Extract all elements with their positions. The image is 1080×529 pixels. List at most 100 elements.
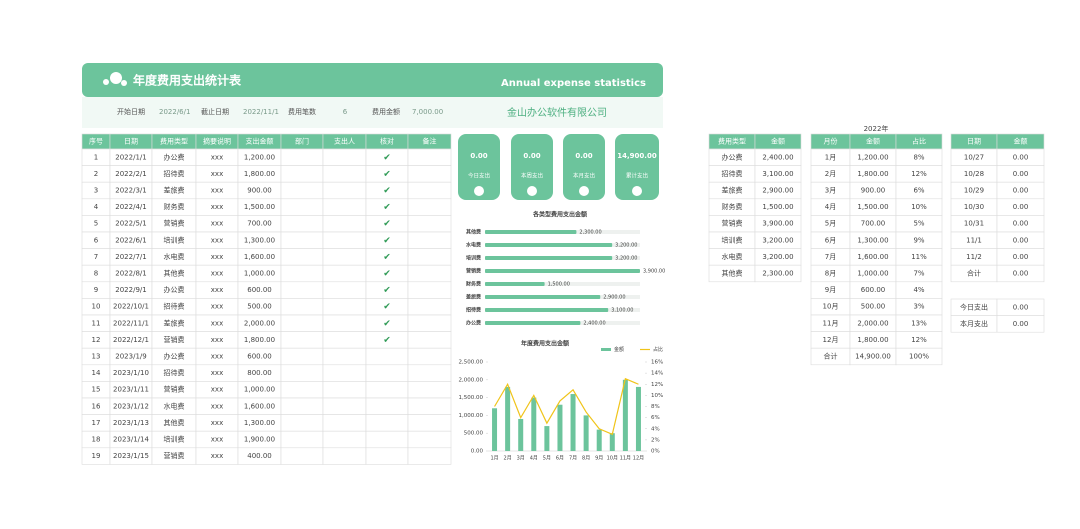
cell-text: 2022/1/1: [115, 153, 146, 161]
cell-text: xxx: [211, 303, 223, 311]
cell-text: 3%: [913, 303, 924, 311]
cell-text: 培训费: [164, 235, 185, 244]
category-label: 差旅费: [466, 294, 481, 301]
info-text: 费用金额: [372, 107, 400, 116]
cell-text: 招待费: [164, 302, 185, 311]
info-text: 7,000.00: [412, 108, 443, 116]
table-header: 备注: [423, 137, 437, 146]
table-cell: [280, 447, 324, 465]
cell-text: 2023/1/9: [115, 353, 146, 361]
info-bar: [82, 97, 663, 128]
table-cell: [407, 381, 452, 399]
bar: [583, 415, 589, 451]
cell-text: 2022/9/1: [115, 286, 146, 294]
cell-text: 2月: [825, 170, 836, 178]
bar: [622, 379, 628, 451]
bar: [485, 256, 613, 260]
cell-text: 7: [94, 253, 98, 261]
cell-text: 12月: [823, 336, 839, 344]
info-text: 开始日期: [117, 107, 145, 116]
bar: [485, 269, 640, 273]
x-tick-label: 11月: [620, 456, 631, 462]
table-cell: [280, 281, 324, 299]
card-icon: [527, 186, 537, 196]
line-series: [494, 377, 639, 436]
cell-text: 2023/1/10: [113, 369, 149, 377]
x-tick-label: 2月: [504, 456, 512, 462]
cell-text: 其他费: [722, 269, 743, 278]
category-label: 营销费: [466, 268, 481, 275]
cell-text: xxx: [211, 153, 223, 161]
table-cell: [407, 447, 452, 465]
bar: [485, 230, 577, 234]
table-cell: [407, 264, 452, 283]
cell-text: 10/30: [964, 203, 984, 211]
cell-text: 11/2: [966, 253, 982, 261]
cell-text: 办公费: [164, 285, 185, 294]
info-text: 6: [343, 108, 348, 116]
cell-text: 900.00: [861, 187, 886, 195]
cell-text: 5月: [825, 220, 836, 228]
cell-text: 差旅费: [164, 186, 185, 195]
info-text: 费用笔数: [288, 107, 316, 116]
cell-text: 1,000.00: [857, 270, 888, 278]
table-cell: [322, 281, 367, 299]
table-cell: [322, 347, 367, 366]
table-cell: [407, 148, 452, 166]
cell-text: 12%: [911, 336, 927, 344]
cell-text: ✔: [383, 186, 391, 196]
table-cell: [322, 331, 367, 349]
cell-text: 差旅费: [164, 318, 185, 327]
table-cell: [322, 165, 367, 183]
bar: [505, 386, 511, 451]
category-label: 水电费: [465, 242, 481, 249]
value-label: 2,900.00: [603, 295, 625, 301]
table-cell: [322, 381, 367, 399]
cell-text: 2023/1/11: [113, 386, 149, 394]
card-icon: [579, 186, 589, 196]
cell-text: 12: [92, 336, 101, 344]
table-cell: [322, 231, 367, 249]
y-tick-label: 500.00: [464, 431, 484, 437]
cell-text: 0.00: [1013, 320, 1029, 328]
bar: [485, 282, 545, 286]
table-cell: [407, 248, 452, 266]
cell-text: 财务费: [722, 202, 743, 211]
table-header: 序号: [89, 137, 103, 146]
table-cell: [996, 264, 1045, 283]
card-icon: [474, 186, 484, 196]
header-bar: [82, 63, 663, 97]
cell-text: 2,000.00: [857, 319, 888, 327]
bar: [557, 404, 563, 451]
bar: [596, 429, 602, 451]
cell-text: 7%: [913, 270, 924, 278]
table-cell: [365, 347, 409, 366]
cell-text: ✔: [383, 153, 391, 163]
cell-text: 1,000.00: [244, 270, 275, 278]
table-cell: [280, 381, 324, 399]
cell-text: 13%: [911, 319, 927, 327]
cell-text: 其他费: [164, 418, 185, 427]
category-label: 培训费: [466, 255, 481, 262]
bar: [485, 243, 613, 247]
table-cell: [322, 148, 367, 166]
cell-text: 2022/5/1: [115, 220, 146, 228]
cell-text: 3,100.00: [762, 170, 793, 178]
table-cell: [407, 198, 452, 216]
cell-text: 10: [92, 303, 101, 311]
cell-text: 1,000.00: [244, 386, 275, 394]
table-cell: [280, 347, 324, 366]
value-label: 2,400.00: [583, 321, 605, 327]
value-label: 1,500.00: [548, 282, 570, 288]
cell-text: 0.00: [1013, 270, 1029, 278]
table-cell: [996, 315, 1045, 333]
cell-text: 10/29: [964, 187, 984, 195]
table-cell: [280, 298, 324, 316]
table-cell: [280, 264, 324, 283]
table-header: 摘要说明: [203, 137, 231, 146]
table-cell: [280, 430, 324, 449]
cell-text: 0.00: [1013, 203, 1029, 211]
table-cell: [407, 331, 452, 349]
cell-text: 0.00: [1013, 303, 1029, 311]
cell-text: 3,200.00: [762, 236, 793, 244]
